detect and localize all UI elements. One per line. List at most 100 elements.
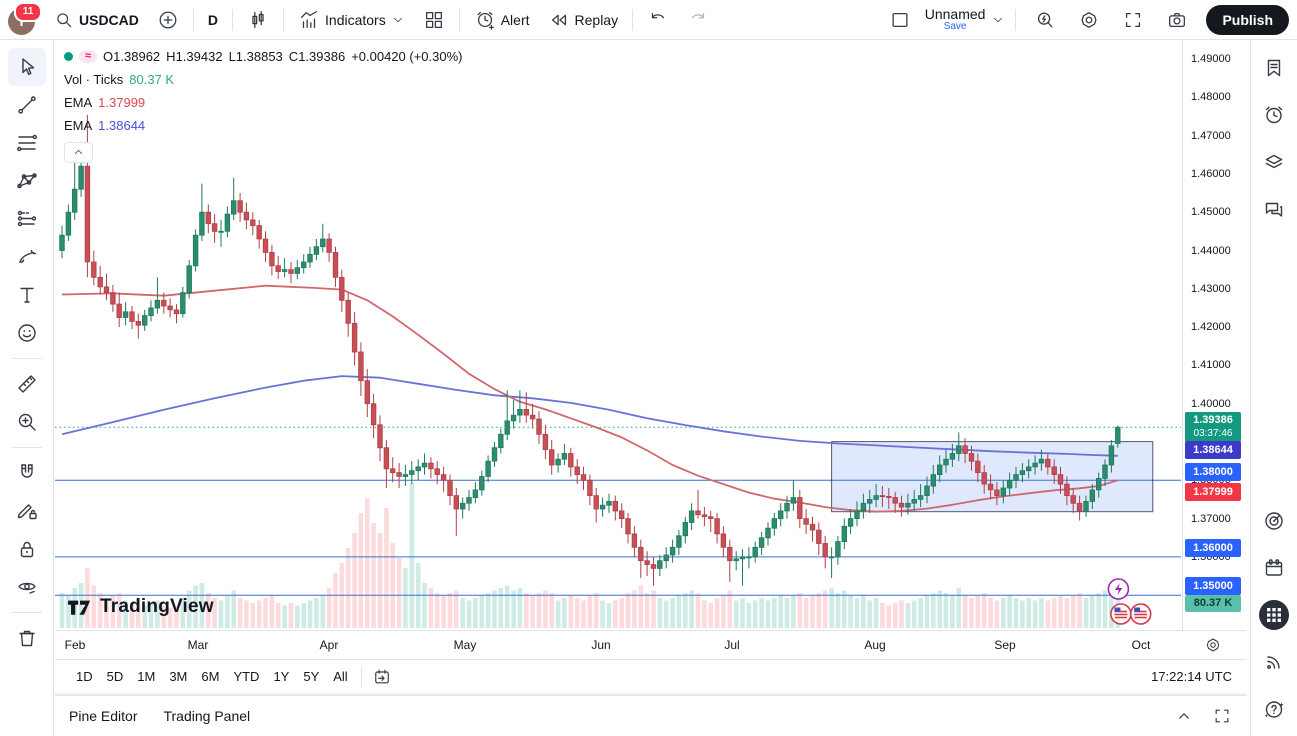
data-issue-flag[interactable]: ≈	[79, 50, 98, 63]
candle	[905, 493, 911, 515]
symbol-search-button[interactable]: USDCAD	[46, 6, 147, 34]
tool-drawing-lock[interactable]	[8, 492, 46, 530]
candle	[320, 223, 326, 253]
alerts-panel-button[interactable]	[1255, 96, 1293, 134]
compare-add-button[interactable]	[149, 5, 187, 35]
fullscreen-button[interactable]	[1114, 5, 1152, 35]
chart-canvas[interactable]	[55, 40, 1181, 630]
tab-pine-editor[interactable]: Pine Editor	[69, 708, 138, 724]
price-chart[interactable]	[55, 40, 1181, 630]
calendar-button[interactable]	[1255, 549, 1293, 587]
candle	[981, 465, 987, 494]
volume-bar	[504, 585, 510, 628]
tool-emoji[interactable]	[8, 314, 46, 352]
publish-button[interactable]: Publish	[1206, 4, 1289, 35]
volume-bar	[746, 603, 752, 628]
range-button-6m[interactable]: 6M	[201, 669, 220, 684]
tab-trading-panel[interactable]: Trading Panel	[163, 708, 251, 724]
volume-bar	[244, 600, 249, 628]
chart-pane[interactable]: ≈ O1.38962 H1.39432 L1.38853 C1.39386 +0…	[55, 40, 1181, 630]
volume-bar	[619, 598, 624, 628]
layout-select-button[interactable]	[881, 5, 919, 35]
panel-maximize-icon[interactable]	[1212, 706, 1232, 726]
volume-bar	[1001, 598, 1006, 628]
range-button-1y[interactable]: 1Y	[273, 669, 290, 684]
legend-ema-fast-row[interactable]: EMA 1.37999	[64, 96, 463, 109]
replay-button[interactable]: Replay	[540, 5, 627, 35]
candle	[91, 250, 97, 285]
range-button-1m[interactable]: 1M	[137, 669, 156, 684]
help-button[interactable]	[1255, 690, 1293, 728]
time-axis[interactable]: Feb Mar Apr May Jun Jul Aug Sep Oct	[55, 630, 1246, 660]
candle	[65, 204, 72, 241]
us-economic-event-icon[interactable]	[1110, 603, 1132, 625]
horizontal-line-drawings[interactable]	[55, 479, 1181, 596]
settings-button[interactable]	[1070, 5, 1108, 35]
alert-button[interactable]: Alert	[466, 5, 538, 35]
legend-volume-row[interactable]: Vol · Ticks 80.37 K	[64, 73, 463, 86]
session-clock[interactable]: 17:22:14 UTC	[1151, 669, 1232, 684]
range-button-ytd[interactable]: YTD	[233, 669, 260, 684]
layout-name-button[interactable]: Unnamed Save	[924, 5, 986, 32]
tool-brush[interactable]	[8, 238, 46, 276]
tool-forecast[interactable]	[8, 200, 46, 238]
smiley-icon	[15, 321, 39, 345]
tool-measure[interactable]	[8, 365, 46, 403]
grid-layout-button[interactable]	[415, 5, 453, 35]
range-button-1d[interactable]: 1D	[76, 669, 93, 684]
candle	[835, 535, 841, 565]
rectangle-drawing[interactable]	[831, 441, 1154, 513]
price-tick-label: 1.49000	[1191, 53, 1231, 65]
range-button-5y[interactable]: 5Y	[303, 669, 320, 684]
tool-remove-drawings[interactable]	[8, 619, 46, 657]
save-link[interactable]: Save	[943, 20, 967, 32]
tool-hide-drawings[interactable]	[8, 568, 46, 606]
tool-zoom-in[interactable]	[8, 403, 46, 441]
candle	[186, 260, 192, 299]
quick-search-button[interactable]	[1026, 5, 1064, 35]
legend-collapse-button[interactable]	[64, 142, 93, 163]
candle	[250, 212, 256, 236]
indicators-button[interactable]: Indicators	[290, 5, 413, 35]
candle	[536, 411, 542, 444]
price-axis[interactable]: 1.49000 1.48000 1.47000 1.46000 1.45000 1.440…	[1182, 40, 1247, 630]
undo-button[interactable]	[639, 5, 677, 35]
range-button-3m[interactable]: 3M	[169, 669, 188, 684]
candle	[739, 549, 746, 586]
tool-trend-line[interactable]	[8, 86, 46, 124]
watchlist-button[interactable]	[1255, 49, 1293, 87]
volume-bar	[816, 593, 822, 628]
screenshot-button[interactable]	[1158, 5, 1196, 35]
range-button-all[interactable]: All	[333, 669, 348, 684]
redo-button[interactable]	[679, 5, 717, 35]
volume-bar	[148, 603, 154, 628]
range-button-5d[interactable]: 5D	[106, 669, 124, 684]
news-feed-button[interactable]	[1255, 643, 1293, 681]
panel-expand-chevron-icon[interactable]	[1174, 706, 1194, 726]
go-to-date-icon[interactable]	[372, 667, 392, 687]
tool-lock-all[interactable]	[8, 530, 46, 568]
tool-text[interactable]	[8, 276, 46, 314]
ema-fast-line[interactable]	[61, 284, 1119, 513]
redo-arrow-icon	[687, 9, 709, 31]
tool-cursor[interactable]	[7, 48, 46, 86]
candle	[167, 298, 173, 318]
object-tree-button[interactable]	[1255, 143, 1293, 181]
chart-style-button[interactable]	[239, 5, 277, 35]
candle	[701, 507, 708, 527]
tool-magnet[interactable]	[8, 454, 46, 492]
us-economic-event-icon[interactable]	[1129, 603, 1152, 625]
economic-event-bolt-icon[interactable]	[1107, 578, 1130, 600]
axis-settings-gear-icon[interactable]	[1204, 636, 1222, 654]
interval-button[interactable]: D	[207, 11, 219, 28]
tool-pattern[interactable]	[8, 162, 46, 200]
user-menu-button[interactable]: T 11	[8, 1, 42, 35]
candle	[256, 219, 262, 249]
screener-button[interactable]	[1255, 502, 1293, 540]
apps-menu-button[interactable]	[1255, 596, 1293, 634]
tool-fib-retracement[interactable]	[8, 124, 46, 162]
chevron-down-icon[interactable]	[991, 13, 1005, 27]
legend-ohlc-row[interactable]: ≈ O1.38962 H1.39432 L1.38853 C1.39386 +0…	[64, 50, 463, 63]
legend-ema-slow-row[interactable]: EMA 1.38644	[64, 119, 463, 132]
chat-button[interactable]	[1255, 190, 1293, 228]
